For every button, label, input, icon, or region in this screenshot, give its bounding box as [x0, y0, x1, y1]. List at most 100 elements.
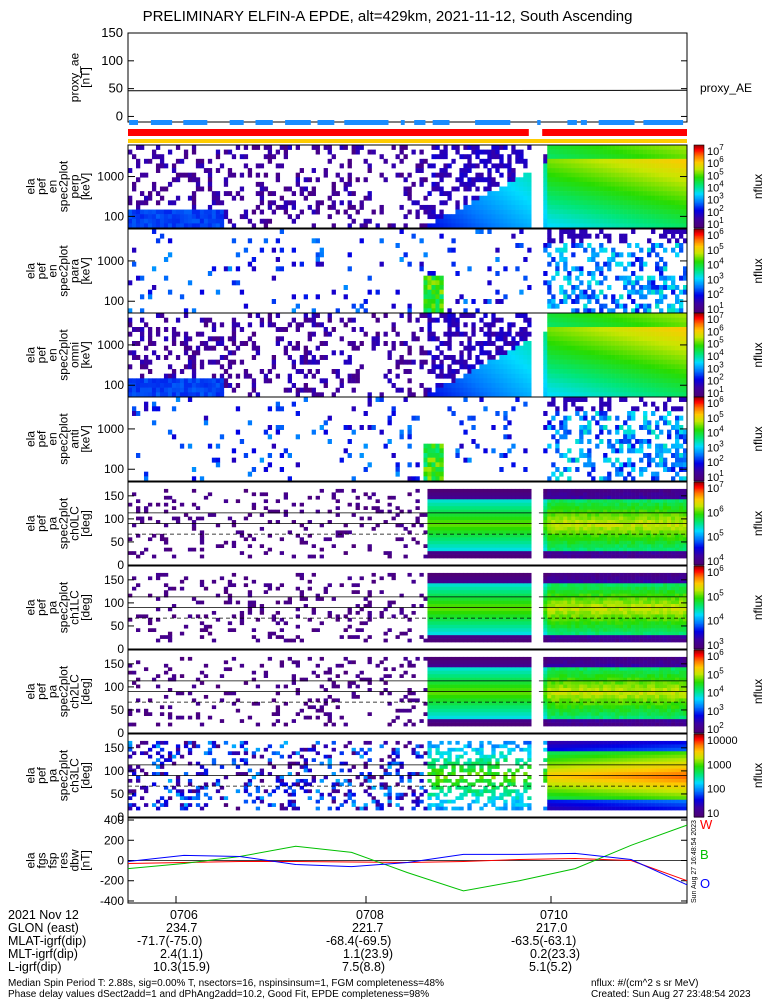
heatmap-cell [595, 345, 600, 351]
heatmap-cell [303, 177, 308, 183]
heatmap-cell [247, 238, 253, 244]
heatmap-cell [659, 200, 664, 206]
heatmap-cell [271, 322, 277, 328]
heatmap-cell [547, 261, 552, 267]
heatmap-cell [507, 530, 512, 535]
heatmap-cell [591, 317, 596, 323]
heatmap-cell [595, 341, 600, 346]
heatmap-cell [623, 429, 628, 435]
heatmap-cell [575, 285, 580, 290]
heatmap-cell [563, 540, 568, 545]
heatmap-cell [615, 317, 620, 323]
heatmap-cell [399, 313, 404, 318]
heatmap-cell [547, 289, 552, 295]
heatmap-cell [323, 378, 328, 384]
heatmap-cell [187, 195, 193, 201]
heatmap-cell [675, 331, 680, 337]
heatmap-cell [651, 387, 656, 393]
heatmap-cell [643, 331, 648, 337]
heatmap-cell [639, 471, 644, 477]
colorbar-cell [694, 187, 704, 190]
heatmap-cell [515, 313, 520, 318]
heatmap-cell [555, 186, 560, 192]
heatmap-cell [519, 200, 524, 206]
heatmap-cell [507, 499, 512, 504]
heatmap-cell [483, 526, 488, 531]
heatmap-cell [191, 149, 197, 155]
colorbar-cell [694, 381, 704, 384]
colorbar-cell [694, 343, 704, 346]
heatmap-cell [459, 488, 464, 493]
heatmap-cell [215, 289, 221, 295]
heatmap-cell [323, 420, 328, 426]
heatmap-cell [559, 492, 564, 497]
heatmap-cell [195, 158, 201, 164]
heatmap-cell [583, 181, 588, 187]
heatmap-cell [563, 355, 568, 360]
heatmap-cell [499, 509, 504, 514]
heatmap-cell [591, 345, 596, 351]
heatmap-cell [235, 530, 241, 535]
heatmap-cell [599, 369, 604, 374]
heatmap-cell [215, 443, 221, 449]
heatmap-cell [587, 257, 592, 262]
colorbar-cell [694, 334, 704, 336]
heatmap-cell [675, 387, 680, 393]
heatmap-cell [467, 502, 472, 507]
heatmap-cell [327, 214, 332, 220]
heatmap-cell [187, 218, 193, 224]
heatmap-cell [299, 168, 304, 173]
heatmap-cell [571, 547, 576, 552]
heatmap-cell [483, 509, 488, 514]
heatmap-cell [543, 214, 548, 220]
heatmap-cell [615, 415, 620, 421]
heatmap-cell [147, 502, 153, 507]
heatmap-cell [555, 499, 560, 504]
heatmap-cell [615, 429, 620, 435]
heatmap-cell [619, 331, 624, 337]
heatmap-cell [159, 163, 165, 169]
heatmap-cell [647, 420, 652, 426]
heatmap-cell [499, 145, 504, 150]
colorbar-cell [694, 451, 704, 454]
heatmap-cell [671, 247, 676, 253]
heatmap-cell [671, 373, 676, 379]
heatmap-cell [579, 345, 584, 351]
heatmap-cell [559, 257, 564, 262]
heatmap-cell [499, 383, 504, 388]
heatmap-cell [671, 322, 676, 328]
heatmap-cell [351, 513, 356, 517]
heatmap-cell [563, 547, 568, 552]
heatmap-cell [567, 163, 572, 169]
heatmap-cell [219, 383, 225, 388]
heatmap-cell [483, 331, 488, 337]
heatmap-cell [431, 359, 436, 365]
heatmap-cell [615, 383, 620, 388]
heatmap-cell [575, 467, 580, 472]
heatmap-cell [511, 341, 516, 346]
heatmap-cell [447, 322, 452, 328]
heatmap-cell [615, 425, 620, 430]
heatmap-cell [467, 537, 472, 542]
heatmap-cell [487, 195, 492, 201]
heatmap-cell [671, 158, 676, 164]
heatmap-cell [511, 495, 516, 500]
heatmap-cell [171, 373, 177, 379]
heatmap-cell [167, 289, 173, 295]
heatmap-cell [655, 392, 660, 398]
heatmap-cell [479, 214, 484, 220]
heatmap-cell [307, 520, 312, 524]
heatmap-cell [675, 415, 680, 421]
heatmap-cell [243, 303, 249, 309]
heatmap-cell [615, 181, 620, 187]
heatmap-cell [587, 392, 592, 398]
heatmap-cell [579, 280, 584, 286]
heatmap-cell [683, 158, 688, 164]
heatmap-cell [423, 359, 428, 365]
heatmap-cell [503, 516, 508, 521]
heatmap-cell [583, 322, 588, 328]
heatmap-cell [419, 163, 424, 169]
heatmap-cell [671, 378, 676, 384]
colorbar-cell [694, 287, 704, 290]
heatmap-cell [427, 476, 432, 482]
